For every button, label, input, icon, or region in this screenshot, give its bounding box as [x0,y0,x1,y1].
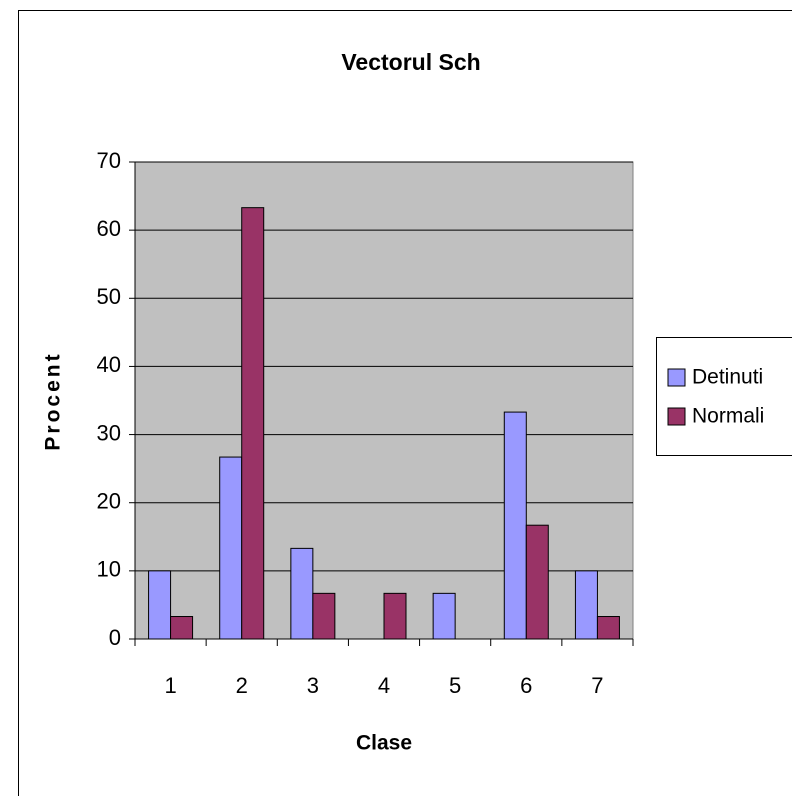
y-tick-label: 20 [97,489,121,514]
y-tick-label: 0 [109,625,121,650]
y-tick-label: 10 [97,557,121,582]
bar [574,570,598,640]
bar [525,524,549,640]
legend-swatch [667,407,686,426]
bar [432,592,456,640]
y-tick-label: 50 [97,284,121,309]
bar [170,616,194,640]
y-axis-label: Procent [42,351,65,450]
bar [148,570,172,640]
bar [503,411,527,640]
legend-box [656,337,792,456]
x-tick-label: 3 [307,673,319,698]
x-tick-label: 1 [164,673,176,698]
bar [290,547,314,640]
x-axis-label: Clase [356,732,412,755]
y-tick-label: 70 [97,148,121,173]
y-tick-label: 40 [97,352,121,377]
legend-swatch [667,368,686,387]
bar [241,207,265,640]
x-tick-label: 4 [378,673,390,698]
x-tick-label: 5 [449,673,461,698]
legend-label: Normali [692,405,764,428]
chart-title: Vectorul Sch [341,49,480,75]
x-tick-label: 6 [520,673,532,698]
bar [383,592,407,640]
legend-label: Detinuti [692,366,763,389]
bar [219,456,243,640]
y-tick-label: 60 [97,216,121,241]
x-tick-label: 7 [591,673,603,698]
bar [312,592,336,640]
plot-area [134,161,634,640]
y-tick-label: 30 [97,420,121,445]
x-tick-label: 2 [236,673,248,698]
bar [596,616,620,640]
